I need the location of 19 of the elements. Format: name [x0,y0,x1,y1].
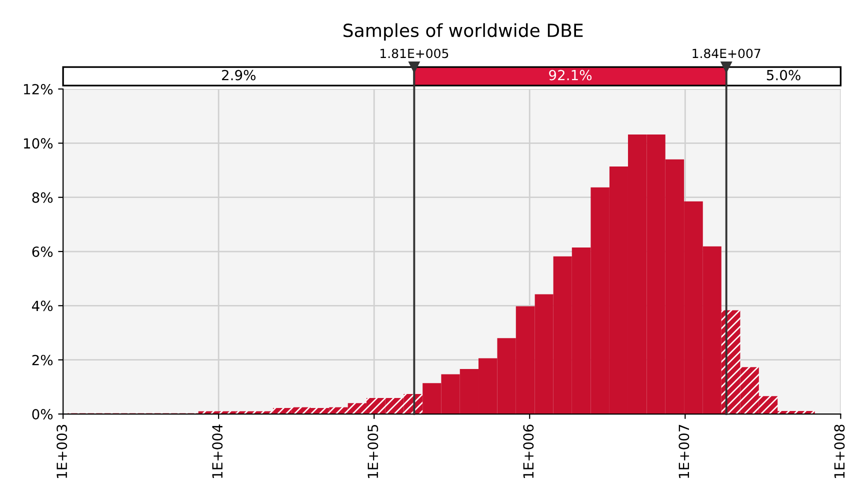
x-tick-label: 1E+004 [212,424,223,478]
text: 2.9% [222,70,256,80]
y-tick-label: 2% [32,354,53,366]
ref-line-label: 1.81E+005 [380,48,448,58]
y-tick-label: 0% [32,408,53,420]
y-tick-label: 6% [32,246,53,257]
x-tick-label: 1E+006 [523,424,534,478]
chart-title: Samples of worldwide DBE [344,23,583,41]
x-tick-label: 1E+008 [834,424,845,478]
y-tick-label: 10% [24,138,53,149]
y-tick-label: 8% [32,192,53,203]
x-tick-label: 1E+005 [368,424,378,478]
text: 92.1% [549,70,592,80]
y-tick-label: 4% [32,300,53,312]
y-tick-label: 12% [24,84,53,94]
ref-line-label: 1.84E+007 [692,48,760,58]
x-tick-label: 1E+003 [56,424,68,478]
text: 5.0% [766,70,800,80]
x-tick-label: 1E+007 [678,424,690,478]
